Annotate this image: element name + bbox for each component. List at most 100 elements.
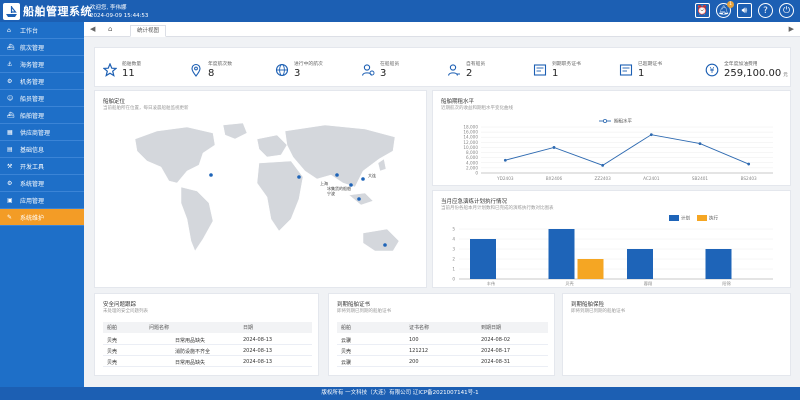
store-icon: ▦ — [7, 128, 13, 136]
map-label: 大连 — [368, 172, 376, 178]
volume-icon[interactable]: 🔊︎ — [737, 3, 752, 18]
sidebar-item-voyage[interactable]: ⛴ 航次管理 — [0, 39, 84, 56]
y-tick-label: 18,000 — [463, 125, 478, 130]
data-point — [601, 163, 605, 167]
column-header: 日期 — [243, 325, 254, 331]
table-cell: 2024-08-02 — [481, 337, 511, 343]
map-pin-icon — [191, 63, 201, 77]
drill-execution-bar-chart[interactable]: 0 1 2 3 4 5 丰伟 贝壳 蓉翔 阳锦 计划 执行 — [433, 191, 792, 289]
app-logo — [3, 3, 20, 20]
table-row[interactable]: 贝壳 日常用品缺失 2024-08-13 — [103, 335, 312, 345]
sidebar-item-label: 开发工具 — [20, 163, 45, 171]
gear-icon: ⚙ — [7, 77, 13, 85]
sidebar-item-label: 供应商管理 — [20, 129, 51, 137]
map-label: 冰集货的船舶 — [327, 185, 351, 191]
table-cell: 贝壳 — [107, 349, 118, 355]
data-point — [747, 162, 751, 166]
stat-value: 1 — [638, 68, 645, 79]
sidebar-item-apps[interactable]: ▣ 应用管理 — [0, 192, 84, 209]
table-row[interactable]: 贝壳 121212 2024-08-17 — [337, 346, 548, 356]
x-tick-label: 阳锦 — [722, 280, 730, 287]
sidebar-item-basic-info[interactable]: ▤ 基础信息 — [0, 141, 84, 158]
anchor-icon: ⚓ — [7, 60, 13, 68]
tool-icon: ⚒ — [7, 162, 13, 170]
sidebar-item-supplier[interactable]: ▦ 供应商管理 — [0, 124, 84, 141]
x-tick-label: 蓉翔 — [644, 280, 652, 287]
sidebar-item-vessel[interactable]: ⛴ 船舶管理 — [0, 107, 84, 124]
table-cell: 121212 — [409, 348, 429, 354]
ship-icon: ⛴ — [7, 111, 15, 119]
vessel-marker[interactable] — [357, 197, 361, 201]
sidebar-item-label: 船员管理 — [20, 95, 45, 103]
sidebar-item-maintenance[interactable]: ✎ 系统维护 — [0, 209, 84, 226]
bar — [705, 249, 732, 279]
vessel-marker[interactable] — [335, 173, 339, 177]
stat-annual-fuel-cost: ¥ 全年度加油费用 259,100.00 元 — [705, 62, 788, 81]
table-header: 船舶 证书名称 到期日期 — [337, 322, 548, 333]
welcome-text: 欢迎您, 李伟娜 — [90, 5, 127, 11]
y-tick-label: 16,000 — [463, 130, 478, 135]
vessel-markers — [209, 173, 387, 247]
charter-rate-line-chart[interactable]: 02,0004,0006,0008,00010,00012,00014,0001… — [433, 91, 792, 187]
y-tick-label: 3 — [452, 247, 455, 252]
vessel-marker[interactable] — [209, 173, 213, 177]
sidebar-item-label: 船舶管理 — [20, 112, 45, 120]
sidebar-item-workbench[interactable]: ⌂ 工作台 — [0, 22, 84, 39]
power-icon[interactable]: ⏻ — [779, 3, 794, 18]
notification-bell-icon[interactable]: 🔔︎ 1 — [716, 1, 734, 18]
stat-label: 船舶数量 — [122, 62, 142, 67]
map-label: 宁波 — [327, 190, 335, 196]
tab-scroll-right-icon[interactable]: ▶ — [788, 25, 794, 33]
sidebar-item-marine[interactable]: ⚓ 海务管理 — [0, 56, 84, 73]
stat-label: 已超期证书 — [638, 62, 662, 67]
stat-vessel-count: 船舶数量 11 — [103, 62, 141, 79]
panel-subtitle: 当前月份各船本月计划数和已完成的演练执行数对比图表 — [441, 206, 554, 211]
world-map[interactable]: 大连 上海 宁波 冰集货的船舶 — [95, 91, 428, 289]
tab-statistics-view[interactable]: 统计视图 — [130, 25, 167, 37]
y-tick-label: 12,000 — [463, 140, 478, 145]
sidebar-item-label: 机务管理 — [20, 78, 45, 86]
table-cell: 消防设施不齐全 — [175, 349, 211, 355]
legend-marker — [602, 118, 607, 123]
user-icon: ☺ — [7, 94, 14, 102]
alarm-clock-icon[interactable]: ⏰ — [695, 3, 710, 18]
vessel-marker[interactable] — [361, 177, 365, 181]
tab-home-icon[interactable]: ⌂ — [108, 25, 113, 33]
vessel-marker[interactable] — [383, 243, 387, 247]
vessel-marker[interactable] — [297, 175, 301, 179]
data-point — [698, 142, 702, 146]
sidebar-item-crew[interactable]: ☺ 船员管理 — [0, 90, 84, 107]
panel-subtitle: 当前船舶所在位置，每日凌晨船舶监视更新 — [103, 106, 189, 111]
stat-crew-onboard: 在船船员 3 — [361, 62, 399, 79]
x-tick-label: AC2401 — [643, 176, 660, 181]
map-label: 上海 — [320, 180, 328, 186]
stats-panel: 船舶数量 11 年度航次数 8 进行中的航次 3 在船船员 3 自有船员 2 到期职务证书… — [94, 47, 791, 87]
column-header: 船舶 — [107, 325, 118, 331]
stat-overdue-certs: 已超期证书 1 — [619, 62, 662, 79]
vessel-marker[interactable] — [349, 183, 353, 187]
table-cell: 100 — [409, 337, 419, 343]
table-row[interactable]: 云骥 100 2024-08-02 — [337, 335, 548, 345]
user-icon — [361, 64, 375, 76]
sidebar-item-engineering[interactable]: ⚙ 机务管理 — [0, 73, 84, 90]
app-header: 船舶管理系统 欢迎您, 李伟娜 2024-09-09 15:44:53 ⏰ 🔔︎… — [0, 0, 800, 22]
sidebar-item-system[interactable]: ⚙ 系统管理 — [0, 175, 84, 192]
y-tick-label: 0 — [475, 171, 478, 176]
stat-value: 2 — [466, 68, 473, 79]
sidebar-item-label: 应用管理 — [20, 197, 45, 205]
stat-value-number: 259,100.00 — [724, 68, 782, 79]
sidebar-item-dev-tools[interactable]: ⚒ 开发工具 — [0, 158, 84, 175]
table-cell: 日常用品缺失 — [175, 360, 206, 366]
tab-scroll-left-icon[interactable]: ◀ — [90, 25, 96, 33]
stat-own-crew: 自有船员 2 — [447, 62, 485, 79]
table-row[interactable]: 贝壳 日常用品缺失 2024-08-13 — [103, 357, 312, 367]
help-icon[interactable]: ? — [758, 3, 773, 18]
table-row[interactable]: 贝壳 消防设施不齐全 2024-08-13 — [103, 346, 312, 356]
bar — [577, 259, 604, 279]
wrench-icon: ✎ — [7, 213, 13, 221]
charter-rate-panel: 船舶期租水平 近期航次的收益和期租水平变化曲线 0 2,000 4,000 6,000… — [432, 90, 791, 186]
y-tick-label: 6,000 — [466, 155, 478, 160]
table-row[interactable]: 云骥 200 2024-08-31 — [337, 357, 548, 367]
sidebar-item-label: 基础信息 — [20, 146, 45, 154]
sidebar-item-label: 工作台 — [20, 27, 39, 35]
